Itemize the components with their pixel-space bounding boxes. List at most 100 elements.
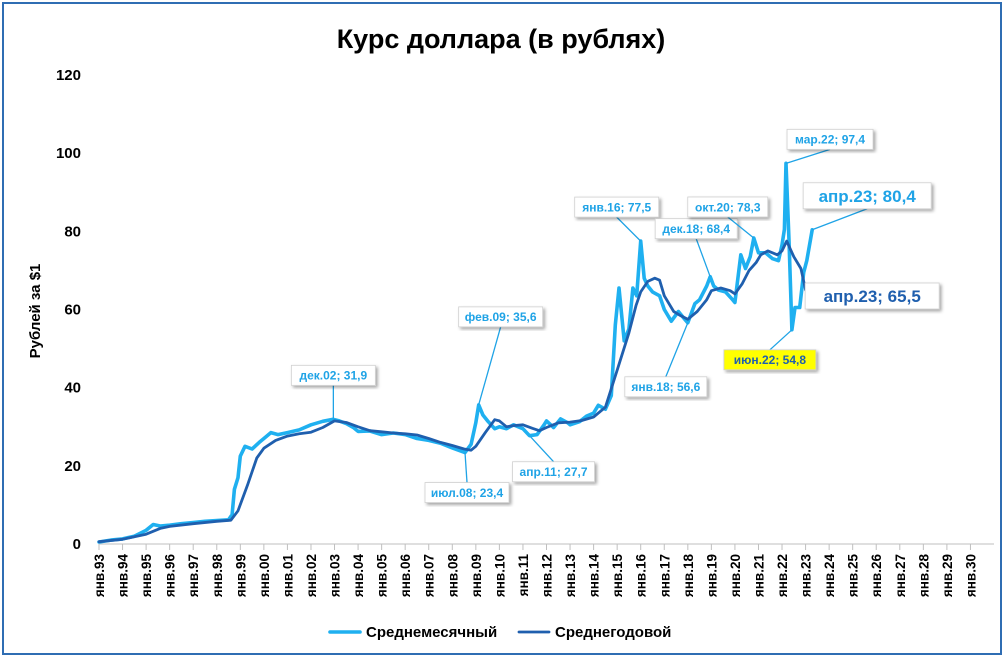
- data-label: апр.11; 27,7: [512, 435, 595, 483]
- data-label: июн.22; 54,8: [723, 329, 817, 371]
- data-label-leader: [464, 452, 468, 483]
- data-label-text: дек.18; 68,4: [662, 222, 730, 236]
- data-label-box: [458, 306, 544, 328]
- legend-label: Среднемесячный: [366, 624, 497, 641]
- x-tick-label: янв.07: [422, 554, 437, 597]
- x-tick-label: янв.13: [563, 554, 578, 598]
- data-label-box: [687, 196, 769, 218]
- x-tick-label: янв.28: [916, 554, 931, 598]
- x-tick-label: янв.02: [304, 554, 319, 597]
- data-label-box: [723, 349, 817, 371]
- data-label-box: [290, 364, 376, 386]
- x-tick-label: янв.19: [704, 554, 719, 597]
- x-tick-label: янв.10: [492, 554, 507, 597]
- y-tick-label: 0: [73, 536, 81, 553]
- x-tick-label: янв.29: [940, 554, 955, 597]
- data-label-text: апр.11; 27,7: [520, 465, 588, 479]
- data-label: апр.23; 80,4: [802, 182, 932, 231]
- x-tick-label: янв.95: [139, 554, 154, 598]
- y-axis-label: Рублей за $1: [27, 264, 44, 359]
- y-tick-label: 120: [56, 67, 81, 84]
- x-tick-label: янв.16: [634, 554, 649, 598]
- data-label-text: июл.08; 23,4: [431, 486, 504, 500]
- x-tick-label: янв.26: [869, 554, 884, 598]
- x-tick-label: янв.05: [375, 554, 390, 598]
- series-lines: [97, 161, 814, 544]
- data-label-leader: [811, 208, 868, 231]
- chart-svg: Курс доллара (в рублях) Рублей за $1 0 20…: [27, 24, 994, 641]
- data-label: июл.08; 23,4: [424, 452, 510, 503]
- x-tick-label: янв.17: [657, 554, 672, 597]
- data-label-box: [786, 128, 874, 150]
- data-label-box: [512, 461, 595, 483]
- data-label: фев.09; 35,6: [458, 306, 544, 406]
- data-label-leader: [478, 326, 502, 406]
- x-tick-label: янв.30: [963, 554, 978, 597]
- series-line-annual: [97, 239, 814, 544]
- data-label-text: апр.23; 65,5: [824, 287, 921, 306]
- x-tick-label: янв.99: [233, 554, 248, 597]
- y-tick-label: 100: [56, 145, 81, 162]
- data-label-text: апр.23; 80,4: [819, 187, 917, 206]
- data-label-text: янв.18; 56,6: [631, 380, 700, 394]
- legend: Среднемесячный Среднегодовой: [328, 624, 671, 641]
- x-tick-label: янв.14: [587, 554, 602, 598]
- data-label-text: фев.09; 35,6: [465, 310, 537, 324]
- annotations: дек.02; 31,9 июл.08; 23,4 фев.09; 35,6 апр.…: [290, 128, 940, 503]
- data-label: окт.20; 78,3: [687, 196, 769, 239]
- x-tick-label: янв.21: [751, 554, 766, 598]
- x-tick-label: янв.18: [681, 554, 696, 598]
- x-tick-label: янв.25: [846, 554, 861, 598]
- data-label: янв.16; 77,5: [574, 196, 660, 242]
- y-tick-label: 20: [64, 458, 81, 475]
- data-label-text: окт.20; 78,3: [695, 200, 761, 214]
- data-label-box: [424, 482, 510, 503]
- axes: 0 20 40 60 80 100 120 янв.93 янв.94 янв.95 янв.96 я…: [56, 67, 994, 597]
- data-label-text: янв.16; 77,5: [582, 200, 651, 214]
- chart-title: Курс доллара (в рублях): [337, 24, 666, 54]
- data-label-leader: [665, 322, 689, 378]
- data-label-box: [574, 196, 660, 218]
- legend-item-monthly: Среднемесячный: [328, 624, 497, 641]
- data-label: мар.22; 97,4: [785, 128, 874, 164]
- data-label-text: июн.22; 54,8: [734, 353, 807, 367]
- data-label: дек.02; 31,9: [290, 364, 376, 420]
- x-tick-label: янв.98: [210, 554, 225, 598]
- data-label-leader: [616, 216, 642, 242]
- x-tick-label: янв.23: [799, 554, 814, 598]
- x-tick-label: янв.06: [398, 554, 413, 598]
- legend-item-annual: Среднегодовой: [517, 624, 671, 641]
- x-tick-label: янв.15: [610, 554, 625, 598]
- x-tick-label: янв.08: [445, 554, 460, 598]
- data-label-leader: [695, 238, 711, 277]
- x-tick-label: янв.00: [257, 554, 272, 597]
- data-label: янв.18; 56,6: [624, 322, 708, 398]
- data-label: апр.23; 65,5: [804, 282, 940, 310]
- x-tick-label: янв.20: [728, 554, 743, 597]
- data-label: дек.18; 68,4: [654, 218, 738, 277]
- x-tick-label: янв.96: [163, 554, 178, 598]
- data-label-box: [654, 218, 738, 240]
- x-tick-label: янв.01: [280, 554, 295, 598]
- data-label-text: дек.02; 31,9: [300, 369, 368, 383]
- x-tick-label: янв.93: [92, 554, 107, 598]
- x-tick-label: янв.03: [328, 554, 343, 598]
- data-label-leader: [785, 148, 831, 164]
- x-tick-label: янв.12: [540, 554, 555, 597]
- data-label-text: мар.22; 97,4: [795, 133, 865, 147]
- data-label-box: [624, 376, 708, 398]
- data-label-leader: [529, 435, 555, 463]
- x-tick-label: янв.97: [186, 554, 201, 597]
- y-tick-label: 60: [64, 302, 81, 319]
- x-tick-label: янв.24: [822, 554, 837, 598]
- data-label-leader: [769, 329, 793, 351]
- y-tick-label: 80: [64, 223, 81, 240]
- x-tick-label: янв.11: [516, 554, 531, 597]
- data-label-leader: [727, 216, 755, 239]
- data-label-box: [802, 182, 932, 210]
- x-tick-label: янв.22: [775, 554, 790, 597]
- x-tick-label: янв.09: [469, 554, 484, 597]
- data-label-box: [804, 282, 940, 310]
- legend-label: Среднегодовой: [555, 624, 671, 641]
